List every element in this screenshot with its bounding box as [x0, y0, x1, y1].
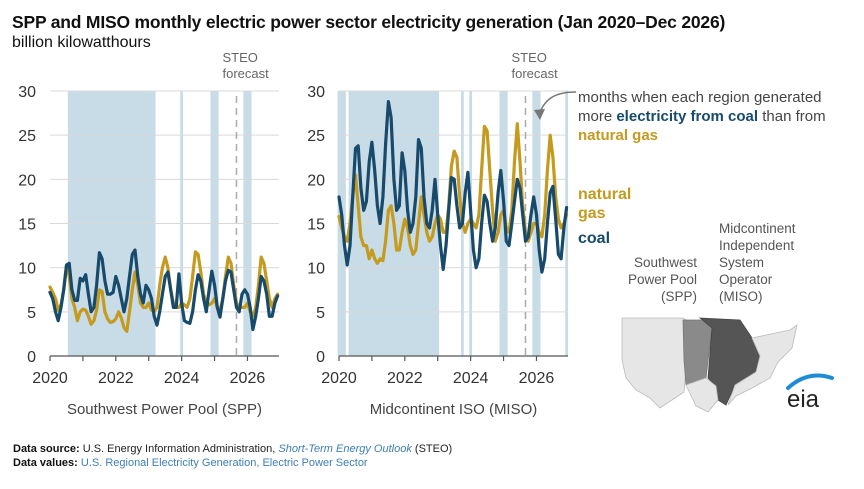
map-label-miso-1: Midcontinent: [719, 221, 796, 236]
map-label-miso: Midcontinent Independent System Operator…: [719, 220, 796, 305]
miso-x-tick-label: 2020: [321, 370, 357, 387]
miso-y-tick-label: 0: [316, 349, 325, 366]
map-west-region: [621, 317, 691, 409]
legend-coal: coal: [578, 230, 611, 247]
miso-x-tick-label: 2026: [519, 370, 555, 387]
source-label: Data source:: [13, 443, 80, 455]
chart-subtitle: billion kilowatthours: [12, 34, 151, 51]
data-source: Data source: U.S. Energy Information Adm…: [13, 443, 452, 455]
values-label: Data values:: [13, 457, 78, 469]
annotation-coal: electricity from coal: [616, 108, 759, 125]
map-label-miso-5: (MISO): [719, 289, 763, 304]
legend-natural-gas: natural gas: [578, 185, 631, 223]
map-label-spp-2: Power Pool: [627, 272, 697, 287]
miso-forecast-label: STEO: [511, 50, 546, 65]
map-spp-region: [682, 319, 713, 386]
spp-x-tick-label: 2020: [32, 370, 68, 387]
map-east-region: [727, 324, 798, 406]
miso-x-tick-label: 2022: [387, 370, 423, 387]
eia-logo: eia: [787, 386, 820, 413]
miso-y-tick-label: 5: [316, 305, 325, 322]
annotation-arrow: [539, 91, 577, 113]
map-label-miso-3: System: [719, 255, 765, 270]
source-suffix: (STEO): [411, 443, 453, 455]
map-label-miso-4: Operator: [719, 272, 773, 287]
spp-panel-label: Southwest Power Pool (SPP): [67, 401, 262, 418]
miso-coal-line: [337, 99, 569, 274]
legend-gas-line1: natural: [578, 186, 632, 203]
source-link[interactable]: Short-Term Energy Outlook: [278, 443, 412, 455]
spp-coal-line: [48, 248, 280, 332]
legend-gas-line2: gas: [578, 205, 606, 222]
spp-y-tick-label: 5: [27, 305, 36, 322]
miso-y-tick-label: 10: [307, 261, 325, 278]
spp-y-tick-label: 10: [18, 261, 36, 278]
spp-forecast-label: STEO: [222, 50, 257, 65]
eia-logo-swoosh: [786, 373, 834, 390]
annotation-gas: natural gas: [578, 127, 659, 144]
miso-y-tick-label: 25: [307, 128, 325, 145]
miso-natural-gas-line: [337, 122, 569, 265]
data-values: Data values: U.S. Regional Electricity G…: [13, 457, 368, 469]
map-label-miso-2: Independent: [719, 238, 795, 253]
spp-x-tick-label: 2022: [98, 370, 134, 387]
spp-y-tick-label: 30: [18, 84, 36, 101]
annotation-arrowhead: [534, 109, 545, 120]
miso-x-tick-label: 2024: [453, 370, 489, 387]
spp-forecast-label: forecast: [222, 66, 269, 81]
spp-y-tick-label: 15: [18, 217, 36, 234]
spp-y-tick-label: 20: [18, 172, 36, 189]
miso-y-tick-label: 20: [307, 172, 325, 189]
miso-panel-label: Midcontinent ISO (MISO): [370, 401, 538, 418]
values-link[interactable]: U.S. Regional Electricity Generation, El…: [80, 457, 368, 469]
miso-forecast-label: forecast: [511, 66, 558, 81]
miso-y-tick-label: 30: [307, 84, 325, 101]
map-label-spp-3: (SPP): [660, 289, 697, 304]
map-texas-region: [685, 377, 719, 413]
miso-y-tick-label: 15: [307, 217, 325, 234]
chart-title: SPP and MISO monthly electric power sect…: [12, 12, 726, 32]
map-label-spp-1: Southwest: [633, 255, 697, 270]
annotation-middle: than from: [758, 108, 826, 125]
source-text: U.S. Energy Information Administration,: [82, 443, 279, 455]
map-label-spp: Southwest Power Pool (SPP): [615, 254, 697, 305]
annotation-prefix: months when each region generated more: [578, 89, 822, 125]
spp-y-tick-label: 0: [27, 349, 36, 366]
spp-x-tick-label: 2024: [164, 370, 200, 387]
shading-annotation: months when each region generated more e…: [578, 88, 838, 145]
map-miso-region: [698, 317, 761, 406]
spp-x-tick-label: 2026: [230, 370, 266, 387]
spp-y-tick-label: 25: [18, 128, 36, 145]
